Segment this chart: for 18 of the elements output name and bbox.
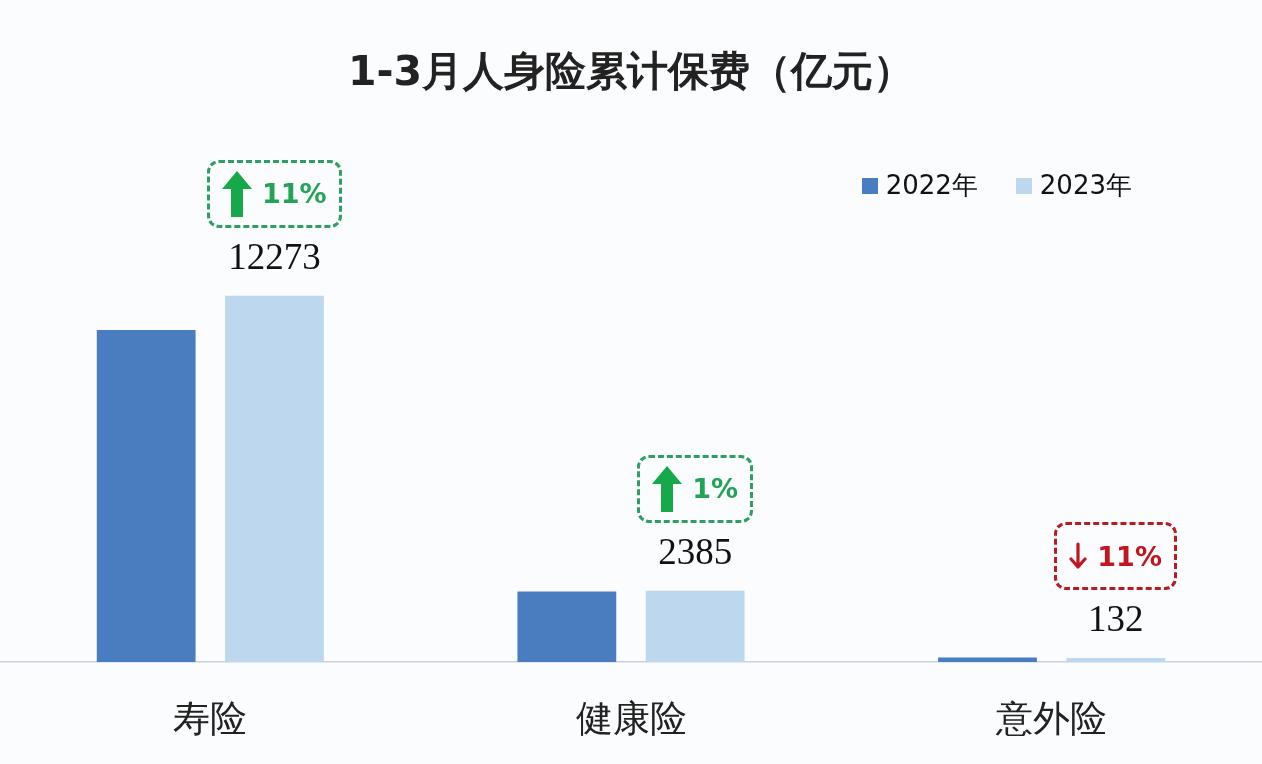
legend-label: 2023年 xyxy=(1039,169,1132,202)
bar xyxy=(1066,658,1166,662)
data-label: 2385 xyxy=(658,531,733,573)
bar xyxy=(645,590,745,662)
annotation: 1% xyxy=(692,473,738,505)
bar xyxy=(225,295,324,662)
chart-title: 1-3月人身险累计保费（亿元） xyxy=(347,47,915,96)
x-tick-label: 健康险 xyxy=(575,696,687,740)
x-tick-label: 意外险 xyxy=(995,696,1108,740)
bar xyxy=(517,591,617,662)
legend-label: 2022年 xyxy=(885,169,978,202)
bar xyxy=(96,329,196,662)
bar xyxy=(938,657,1037,662)
x-tick-label: 寿险 xyxy=(173,696,248,740)
text: 11% xyxy=(261,178,327,210)
data-label: 12273 xyxy=(228,235,321,277)
data-label: 132 xyxy=(1088,598,1144,640)
annotation: 11% xyxy=(1097,540,1162,572)
